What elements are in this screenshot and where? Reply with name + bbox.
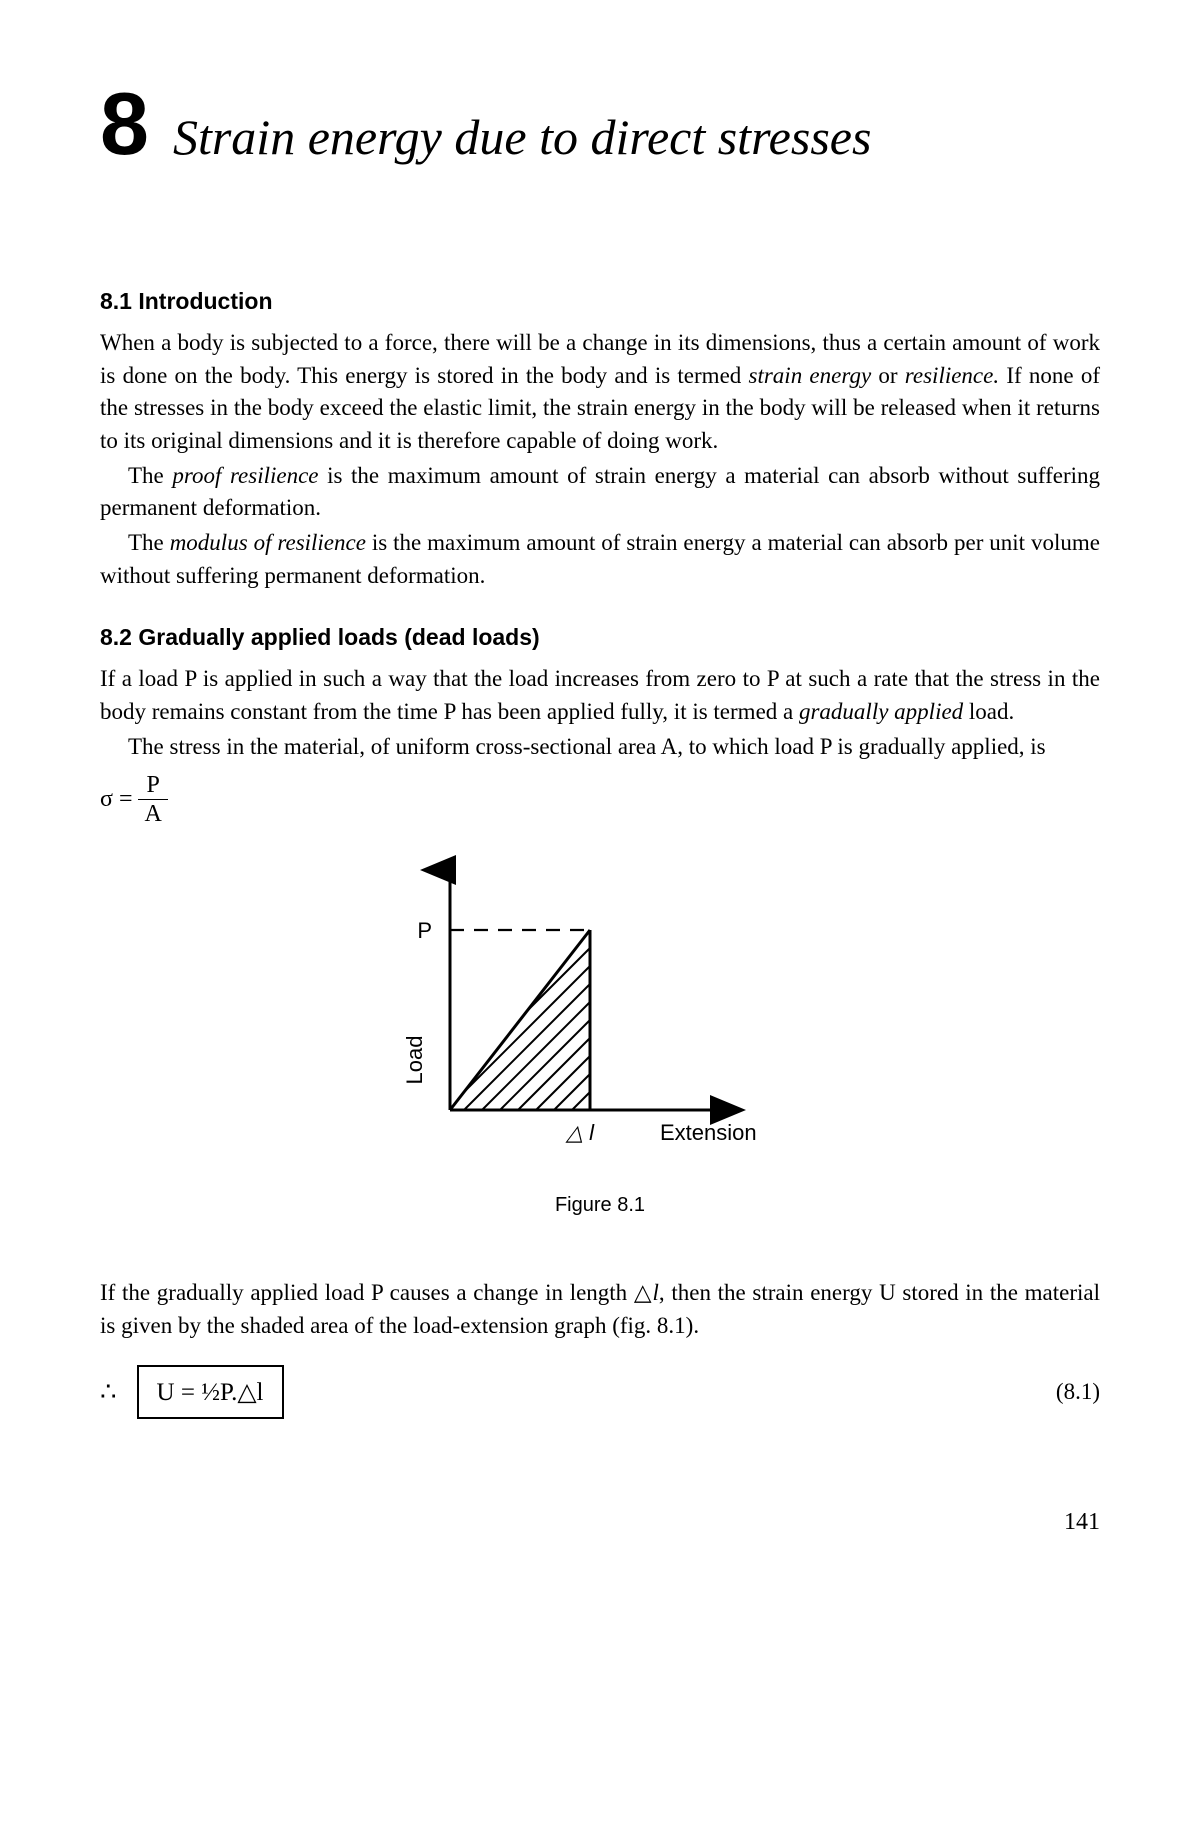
intro-paragraph-2: The proof resilience is the maximum amou… — [100, 460, 1100, 525]
boxed-equation: U = ½P.△l — [137, 1365, 284, 1419]
equation-number: (8.1) — [1056, 1379, 1100, 1405]
figure-8-1: P Load △ l Extension Figure 8.1 — [100, 850, 1100, 1217]
text-span: If the gradually applied load P causes a… — [100, 1280, 653, 1305]
intro-paragraph-3: The modulus of resilience is the maximum… — [100, 527, 1100, 592]
section-heading-8-2: 8.2 Gradually applied loads (dead loads) — [100, 624, 1100, 651]
text-span: The — [128, 463, 172, 488]
svg-text:Load: Load — [402, 1036, 427, 1085]
equation-8-1-row: ∴ U = ½P.△l (8.1) — [100, 1365, 1100, 1419]
svg-text:Extension: Extension — [660, 1120, 757, 1145]
term-resilience: resilience. — [905, 363, 999, 388]
sec2-paragraph-1: If a load P is applied in such a way tha… — [100, 663, 1100, 728]
load-extension-chart: P Load △ l Extension — [370, 850, 830, 1170]
equation-sigma: σ = P A — [100, 773, 1100, 826]
term-gradually-applied: gradually applied — [799, 699, 963, 724]
chapter-heading: 8 Strain energy due to direct stresses — [100, 80, 1100, 168]
text-span: or — [871, 363, 905, 388]
svg-text:△ l: △ l — [565, 1120, 595, 1145]
equation-text: U = ½P.△l — [157, 1379, 264, 1406]
text-span: The — [128, 530, 170, 555]
term-proof-resilience: proof resilience — [172, 463, 318, 488]
figure-caption: Figure 8.1 — [555, 1194, 645, 1217]
eq-numerator: P — [140, 773, 165, 799]
sec2-paragraph-2: The stress in the material, of uniform c… — [100, 731, 1100, 764]
intro-paragraph-1: When a body is subjected to a force, the… — [100, 327, 1100, 458]
eq-denominator: A — [138, 799, 167, 826]
term-modulus-of-resilience: modulus of resilience — [170, 530, 366, 555]
chapter-title: Strain energy due to direct stresses — [173, 110, 872, 165]
therefore-symbol: ∴ — [100, 1377, 137, 1407]
page-number: 141 — [100, 1509, 1100, 1536]
section-heading-8-1: 8.1 Introduction — [100, 288, 1100, 315]
eq-lhs: σ = — [100, 786, 132, 813]
post-figure-paragraph: If the gradually applied load P causes a… — [100, 1277, 1100, 1342]
text-span: load. — [963, 699, 1014, 724]
svg-text:P: P — [417, 918, 432, 943]
chapter-number: 8 — [100, 80, 149, 168]
eq-fraction: P A — [138, 773, 167, 826]
term-strain-energy: strain energy — [749, 363, 872, 388]
